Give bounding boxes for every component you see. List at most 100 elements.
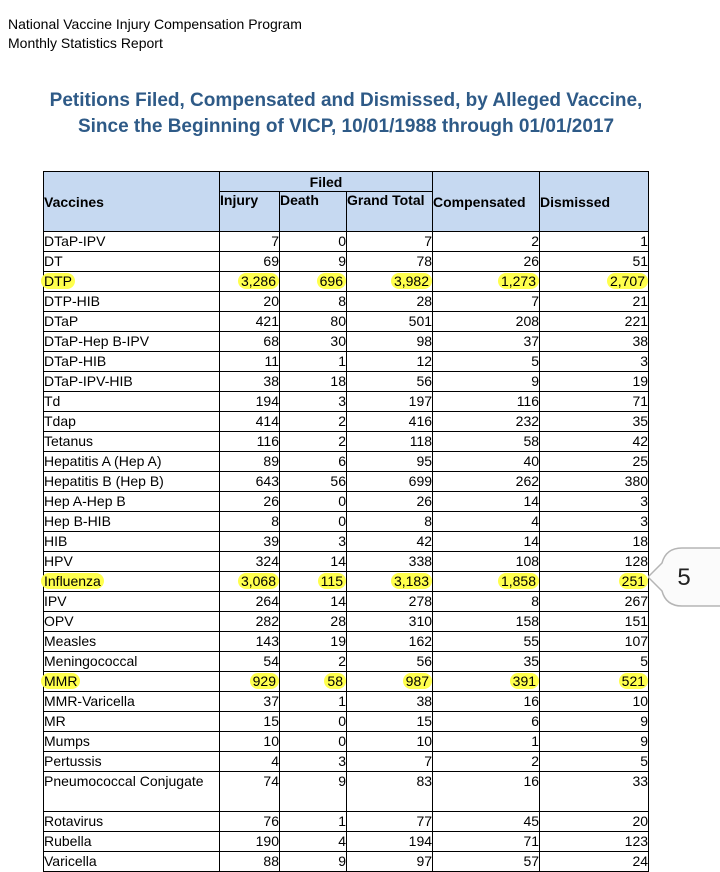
vaccine-name: MMR-Varicella: [44, 693, 135, 709]
dismissed-value: 1: [640, 233, 649, 249]
dismissed-value: 2,707: [606, 273, 649, 289]
compensated-value: 208: [515, 313, 540, 329]
compensated-value: 45: [523, 813, 540, 829]
injury-value: 76: [263, 813, 279, 829]
col-header-compensated: Compensated: [432, 171, 541, 232]
total-cell: 56: [345, 371, 434, 392]
compensated-cell: 9: [432, 371, 541, 392]
dismissed-cell: 3: [539, 511, 650, 532]
compensated-value: 16: [523, 693, 540, 709]
table-row: MR 15 0 15 6 9: [43, 711, 650, 732]
dismissed-value: 33: [632, 773, 649, 789]
death-value: 0: [338, 733, 346, 749]
injury-cell: 39: [219, 531, 280, 552]
compensated-cell: 391: [432, 671, 541, 692]
death-value: 0: [338, 513, 346, 529]
vaccine-name: Hepatitis A (Hep A): [44, 453, 162, 469]
death-value: 19: [330, 633, 346, 649]
total-cell: 8: [345, 511, 434, 532]
table-row: Meningococcal 54 2 56 35 5: [43, 651, 650, 672]
compensated-value: 2: [531, 753, 540, 769]
dismissed-cell: 71: [539, 391, 650, 412]
injury-value: 54: [263, 653, 279, 669]
dismissed-value: 3: [640, 353, 649, 369]
total-value: 416: [408, 413, 433, 429]
dismissed-cell: 18: [539, 531, 650, 552]
total-value: 194: [408, 833, 433, 849]
dismissed-cell: 21: [539, 291, 650, 312]
table-row: Rotavirus 76 1 77 45 20: [43, 811, 650, 832]
injury-cell: 15: [219, 711, 280, 732]
total-value: 7: [424, 233, 433, 249]
injury-value: 116: [256, 433, 279, 449]
death-value: 1: [338, 353, 346, 369]
vaccine-name-cell: MR: [43, 711, 220, 732]
injury-value: 10: [263, 733, 279, 749]
total-value: 338: [408, 553, 433, 569]
vaccine-name-cell: DTP: [41, 271, 220, 292]
title-line-2: Since the Beginning of VICP, 10/01/1988 …: [77, 116, 615, 137]
compensated-value: 37: [523, 333, 540, 349]
table-row: Influenza 3,068 115 3,183 1,858 251: [41, 571, 650, 592]
col-header-grand-total: Grand Total: [345, 191, 434, 232]
vaccine-name: DTaP: [44, 313, 79, 329]
injury-cell: 194: [219, 391, 280, 412]
vaccine-name-cell: Tetanus: [43, 431, 220, 452]
compensated-value: 1: [531, 733, 540, 749]
dismissed-value: 380: [624, 473, 649, 489]
injury-value: 3,068: [237, 573, 279, 589]
compensated-cell: 14: [432, 491, 541, 512]
injury-cell: 11: [219, 351, 280, 372]
dismissed-value: 251: [618, 573, 649, 589]
vaccine-name: Td: [44, 393, 61, 409]
total-value: 118: [409, 433, 433, 449]
compensated-value: 55: [523, 633, 540, 649]
dismissed-value: 5: [640, 753, 649, 769]
dismissed-cell: 35: [539, 411, 650, 432]
total-value: 83: [416, 773, 433, 789]
table-body: DTaP-IPV 7 0 7 2 1 DT 69 9 78 26 51 DTP 3,286 696 3,982…: [41, 231, 650, 872]
injury-cell: 421: [219, 311, 280, 332]
injury-value: 421: [255, 313, 279, 329]
death-value: 9: [338, 853, 346, 869]
injury-cell: 54: [219, 651, 280, 672]
vaccine-name: HIB: [44, 533, 68, 549]
compensated-cell: 6: [432, 711, 541, 732]
death-value: 3: [338, 393, 346, 409]
compensated-cell: 108: [432, 551, 541, 572]
death-value: 9: [338, 773, 346, 789]
total-value: 95: [416, 453, 433, 469]
vaccine-name: Rubella: [44, 833, 92, 849]
vaccine-name-cell: Pneumococcal Conjugate: [43, 771, 220, 812]
death-cell: 1: [279, 351, 347, 372]
dismissed-cell: 267: [539, 591, 650, 612]
vaccine-name: DTaP-IPV: [44, 233, 106, 249]
vaccine-name: DTP-HIB: [44, 293, 100, 309]
program-name: National Vaccine Injury Compensation Pro…: [8, 16, 302, 32]
vaccine-name-cell: HIB: [43, 531, 220, 552]
col-header-death: Death: [279, 191, 347, 232]
page-title: Petitions Filed, Compensated and Dismiss…: [0, 88, 692, 140]
dismissed-cell: 251: [539, 571, 650, 592]
dismissed-value: 25: [632, 453, 649, 469]
vaccine-name: DT: [44, 253, 63, 269]
compensated-value: 1,273: [497, 273, 540, 289]
total-cell: 38: [345, 691, 434, 712]
compensated-cell: 16: [432, 771, 541, 812]
total-cell: 26: [345, 491, 434, 512]
vaccine-name-cell: Measles: [43, 631, 220, 652]
death-value: 696: [316, 273, 346, 289]
total-value: 278: [408, 593, 433, 609]
injury-value: 264: [255, 593, 279, 609]
table-row: Rubella 190 4 194 71 123: [43, 831, 650, 852]
total-value: 15: [416, 713, 433, 729]
death-value: 1: [338, 693, 346, 709]
death-value: 3: [338, 533, 346, 549]
table-row: Hep B-HIB 8 0 8 4 3: [43, 511, 650, 532]
dismissed-cell: 123: [539, 831, 650, 852]
vaccine-name: Tetanus: [44, 433, 94, 449]
dismissed-cell: 19: [539, 371, 650, 392]
dismissed-value: 151: [624, 613, 649, 629]
injury-value: 324: [255, 553, 279, 569]
total-value: 310: [408, 613, 433, 629]
